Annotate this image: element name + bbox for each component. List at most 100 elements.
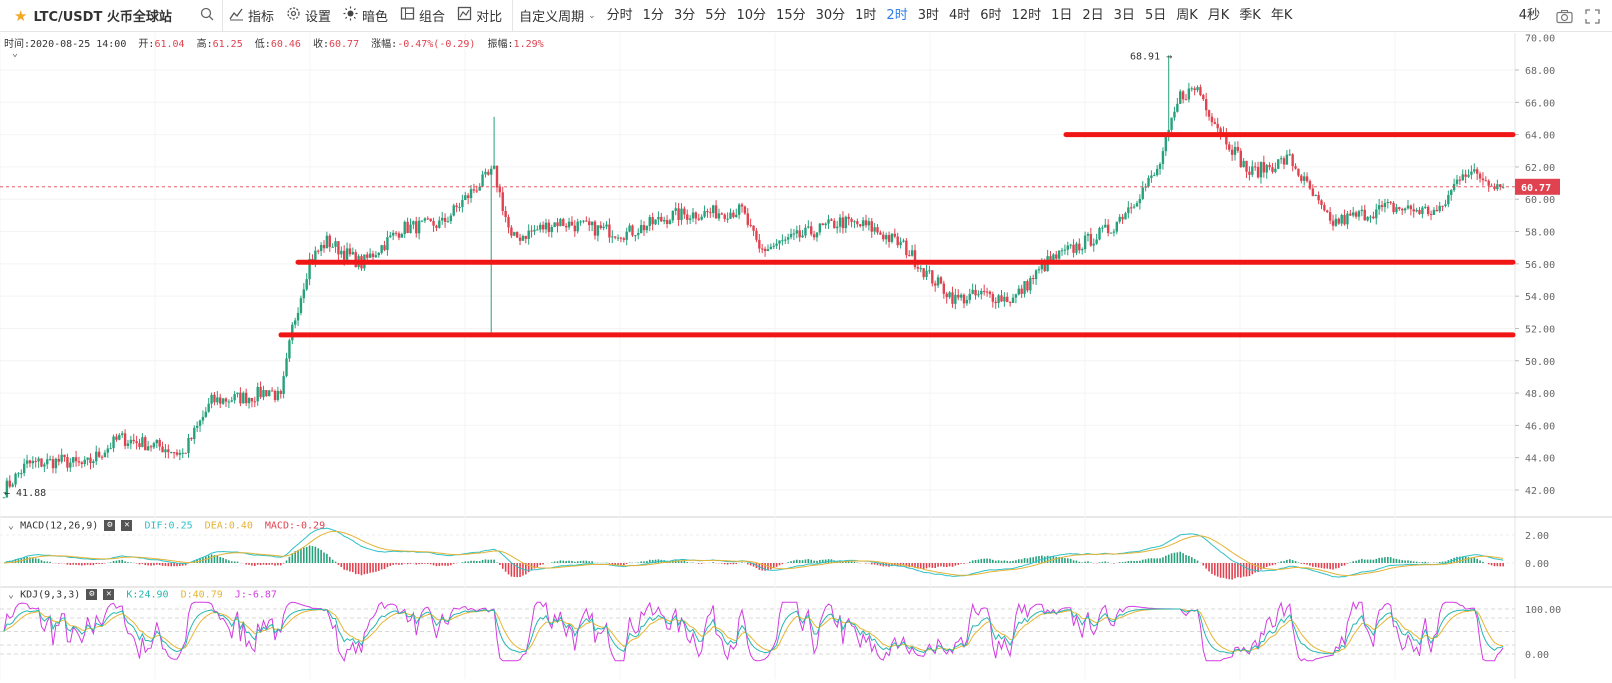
favorite-star-icon[interactable]: ★ — [14, 6, 28, 25]
candle-body — [697, 218, 700, 220]
period-option[interactable]: 5分 — [705, 7, 727, 23]
period-option[interactable]: 2日 — [1082, 7, 1104, 23]
price-tick-label: 50.00 — [1525, 357, 1555, 368]
period-option[interactable]: 1分 — [642, 7, 664, 23]
candle-body — [694, 212, 698, 219]
candle-body — [34, 460, 37, 462]
compare-button[interactable]: 对比 — [451, 0, 508, 32]
price-tick-label: 58.00 — [1525, 228, 1555, 239]
macd-collapse-chevron-icon[interactable]: ⌄ — [8, 520, 15, 532]
search-icon[interactable] — [200, 7, 214, 25]
candle-body — [1020, 288, 1023, 294]
period-option[interactable]: 5日 — [1144, 7, 1167, 23]
period-option[interactable]: 1时 — [855, 7, 877, 23]
dark-mode-button[interactable]: 暗色 — [337, 0, 394, 32]
candle-body — [680, 208, 683, 221]
candle-body — [1291, 154, 1294, 167]
ohlc-high: 61.25 — [212, 39, 243, 50]
candle-body — [1253, 166, 1257, 168]
candle-body — [1461, 174, 1464, 181]
candle-body — [833, 220, 836, 229]
candle-body — [66, 457, 69, 468]
indicators-button[interactable]: 指标 — [223, 0, 280, 32]
period-option[interactable]: 月K — [1207, 7, 1230, 23]
candle-body — [1228, 144, 1231, 150]
period-option[interactable]: 分时 — [606, 7, 633, 23]
candle-body — [1029, 278, 1032, 291]
camera-icon[interactable] — [1550, 0, 1579, 32]
period-option[interactable]: 15分 — [776, 7, 806, 23]
candle-body — [1406, 205, 1410, 209]
candle-body — [1008, 302, 1012, 304]
kdj-settings-icon[interactable]: ⚙ — [86, 589, 98, 600]
kdj-close-icon[interactable]: ✕ — [103, 589, 115, 600]
candle-body — [1147, 177, 1150, 187]
period-option[interactable]: 3分 — [673, 7, 696, 23]
candle-body — [1121, 216, 1124, 220]
candle-body — [634, 235, 637, 237]
candle-body — [429, 218, 432, 221]
period-option[interactable]: 4时 — [948, 7, 971, 23]
period-option[interactable]: 1日 — [1051, 7, 1073, 23]
candle-body — [1403, 208, 1407, 211]
candle-body — [513, 232, 516, 236]
period-option[interactable]: 2时 — [886, 7, 908, 23]
candle-body — [1006, 296, 1009, 303]
candle-body — [1173, 111, 1176, 118]
period-option[interactable]: 季K — [1239, 7, 1261, 23]
candle-body — [172, 452, 176, 454]
candle-body — [1230, 149, 1234, 155]
period-option[interactable]: 10分 — [736, 7, 767, 23]
candle-body — [175, 452, 179, 455]
candle-body — [1181, 91, 1185, 100]
settings-button[interactable]: 设置 — [280, 0, 337, 32]
candle-body — [1155, 168, 1159, 176]
period-option[interactable]: 12时 — [1011, 7, 1042, 23]
ohlc-open-label: 开: — [138, 39, 155, 50]
symbol-selector[interactable]: ★ LTC/USDT 火币全球站 — [0, 0, 222, 32]
candle-body — [1447, 194, 1450, 205]
kdj-collapse-chevron-icon[interactable]: ⌄ — [8, 589, 15, 601]
period-option[interactable]: 年K — [1270, 7, 1293, 23]
candle-body — [884, 235, 888, 240]
fullscreen-icon[interactable] — [1579, 0, 1612, 32]
macd-settings-icon[interactable]: ⚙ — [104, 520, 116, 531]
period-option[interactable]: 3日 — [1113, 7, 1135, 23]
candle-body — [838, 217, 842, 227]
candle-body — [417, 220, 421, 234]
candle-body — [1023, 281, 1026, 294]
period-option[interactable]: 6时 — [980, 7, 1002, 23]
refresh-interval[interactable]: 4秒 — [1518, 8, 1540, 23]
candle-body — [622, 238, 626, 240]
kdj-d-line — [3, 608, 1504, 654]
custom-period-dropdown[interactable]: 自定义周期 ⌄ — [513, 0, 602, 32]
collapse-chevron-icon[interactable]: ⌄ — [12, 48, 19, 59]
candle-body — [164, 449, 167, 453]
candle-body — [951, 292, 954, 304]
period-option[interactable]: 周K — [1176, 7, 1198, 23]
candle-body — [807, 226, 810, 228]
candle-body — [521, 235, 525, 241]
candle-body — [1426, 206, 1430, 215]
candle-body — [755, 230, 758, 240]
candle-body — [1450, 190, 1453, 195]
chart-area[interactable]: 68.00 66.00 64.00 62.00 60.00 58.00 56.00 54.00… — [0, 33, 1612, 679]
period-option[interactable]: 3时 — [917, 7, 939, 23]
candle-body — [89, 457, 92, 464]
candle-body — [1052, 254, 1055, 261]
candle-body — [948, 292, 951, 298]
candle-body — [1317, 195, 1320, 201]
candle-body — [204, 411, 208, 417]
macd-close-icon[interactable]: ✕ — [121, 520, 133, 531]
candle-body — [544, 222, 548, 230]
period-option[interactable]: 30分 — [815, 7, 846, 23]
candle-body — [1072, 244, 1075, 253]
candle-body — [1040, 263, 1044, 270]
candle-body — [129, 439, 133, 444]
candle-body — [662, 219, 666, 222]
candle-body — [504, 210, 507, 218]
kline-chart[interactable]: 68.00 66.00 64.00 62.00 60.00 58.00 56.00 54.00… — [0, 33, 1612, 679]
combo-button[interactable]: 组合 — [394, 0, 451, 32]
candle-body — [965, 299, 969, 304]
candle-body — [1069, 244, 1072, 246]
